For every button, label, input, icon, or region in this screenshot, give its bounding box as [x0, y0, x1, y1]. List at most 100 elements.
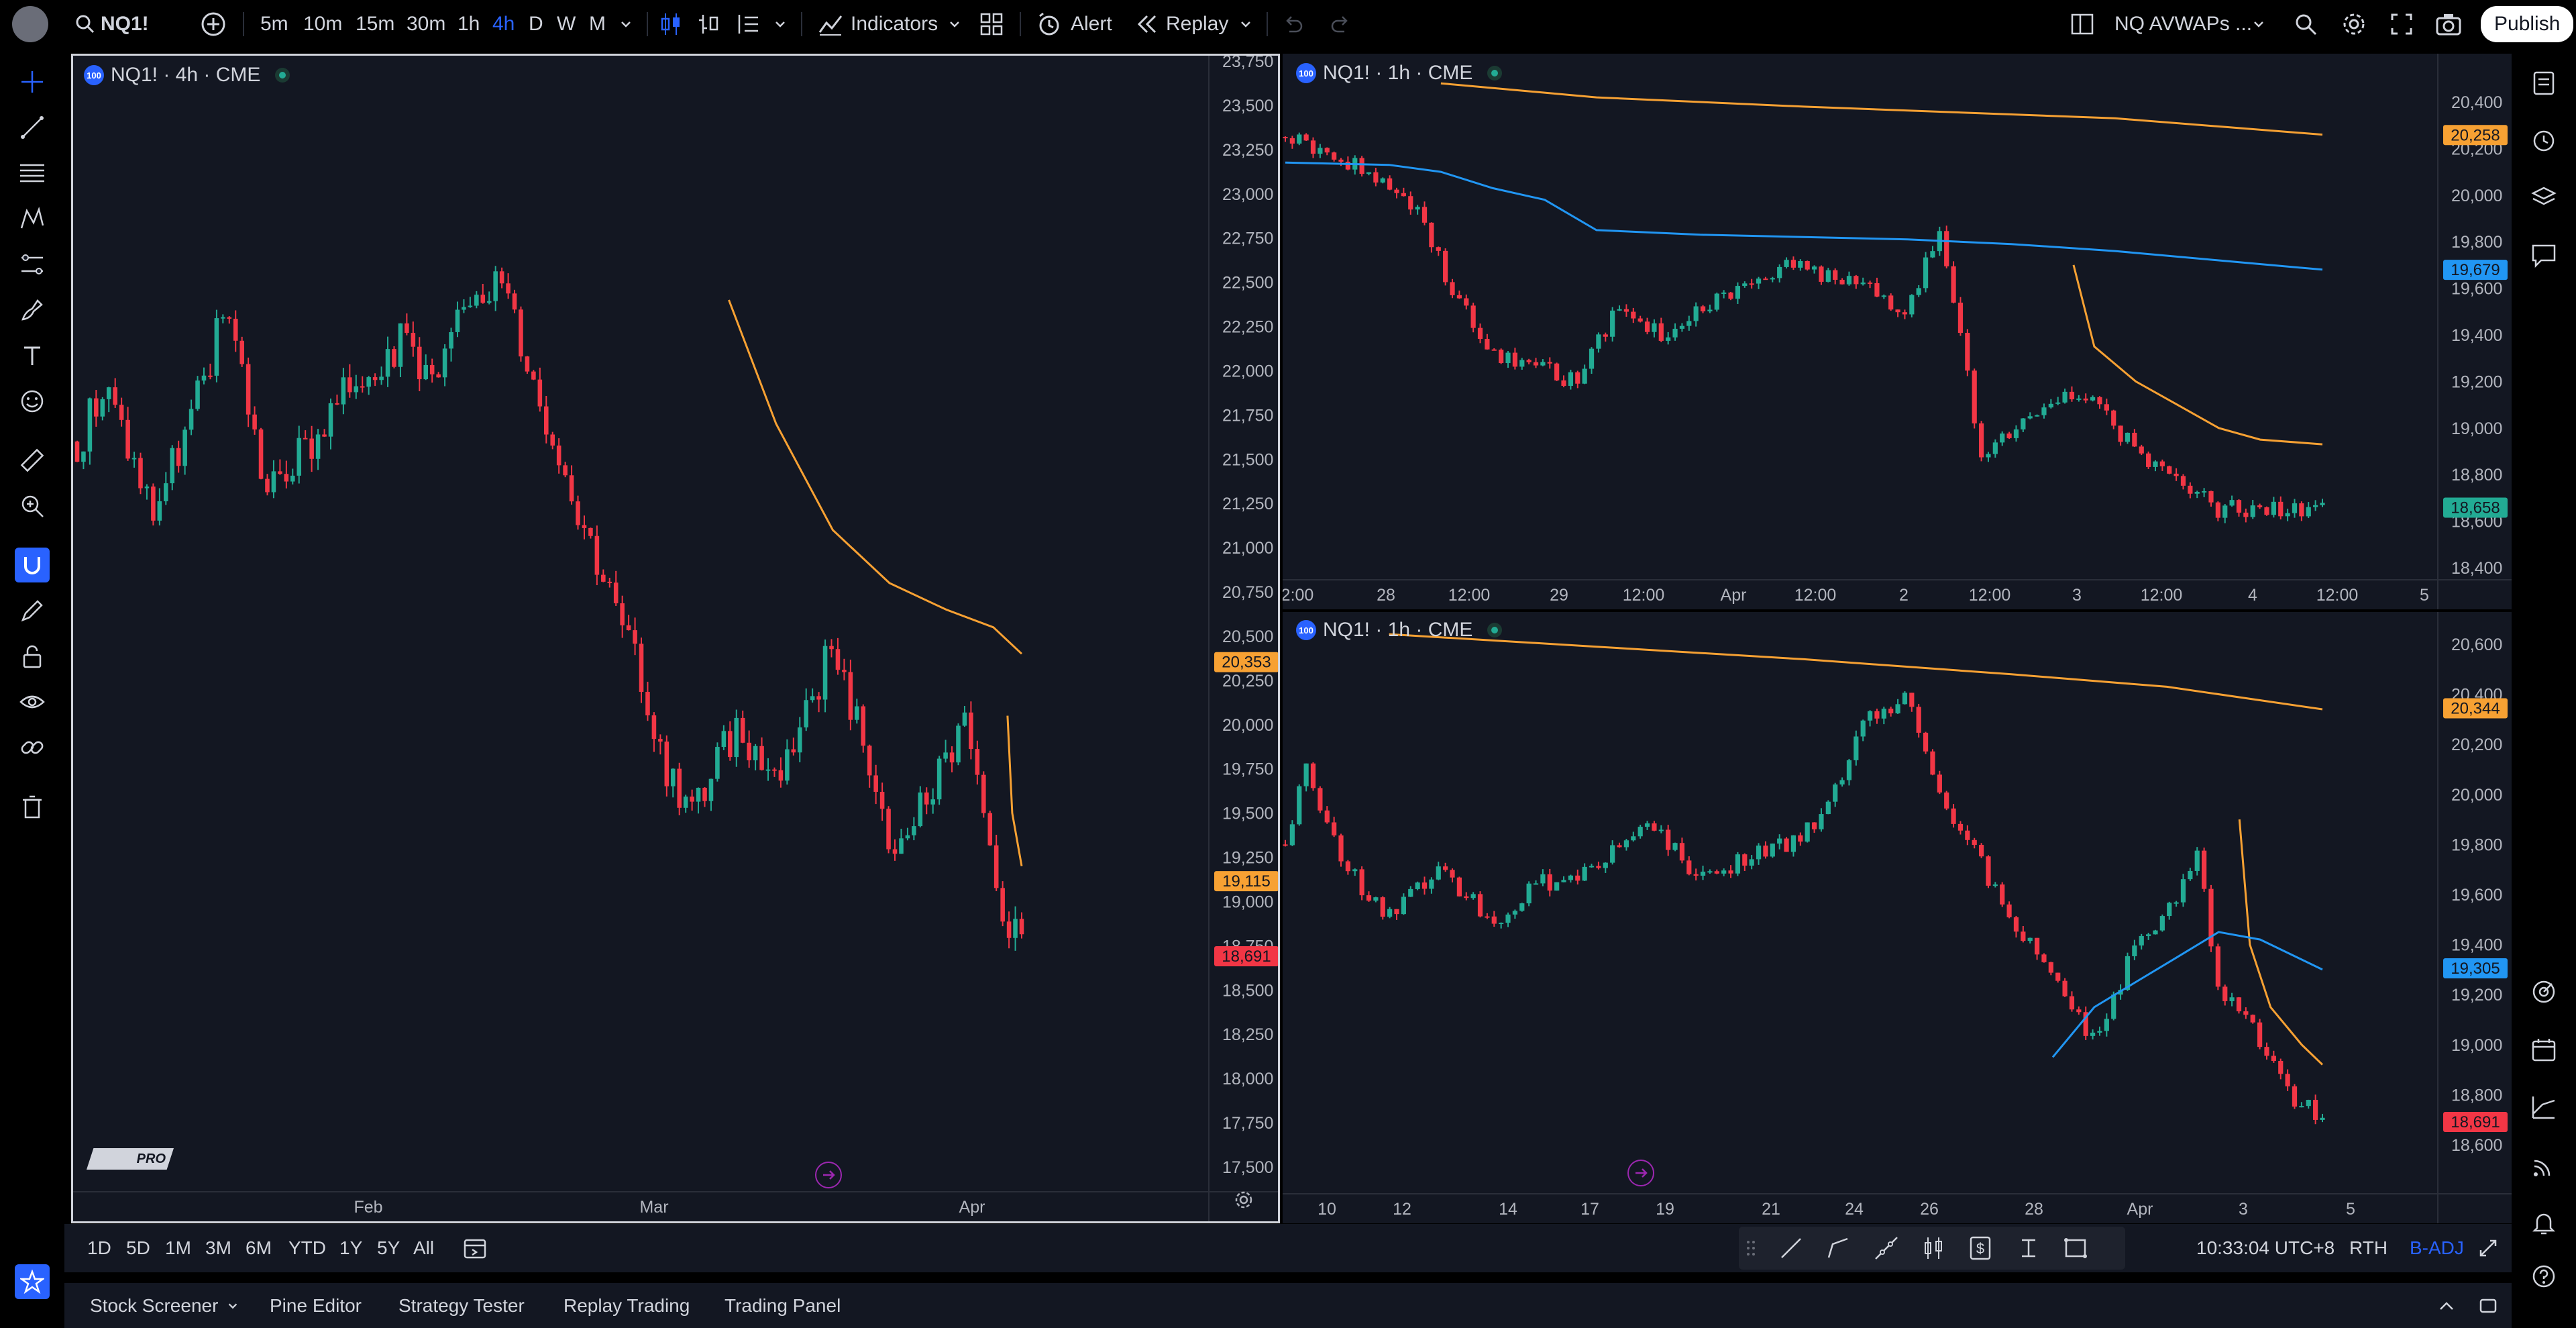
chart-pane-top-right[interactable]: 20,400 20,200 20,000 19,800 19,600 19,400 19,2…: [1283, 54, 2512, 609]
chart-settings-gear[interactable]: [1234, 1190, 1254, 1213]
indicators-dropdown[interactable]: [947, 0, 962, 48]
pattern-tool[interactable]: [15, 201, 50, 236]
forecast-tool[interactable]: [15, 247, 50, 282]
quick-text-tool[interactable]: [2015, 1224, 2042, 1272]
user-avatar[interactable]: [12, 0, 48, 48]
range-1m[interactable]: 1M: [165, 1237, 191, 1258]
interval-w[interactable]: W: [557, 13, 576, 35]
calendar-button[interactable]: [2526, 1032, 2561, 1067]
quick-price-label[interactable]: $: [1967, 1224, 1994, 1272]
range-ytd[interactable]: YTD: [288, 1237, 326, 1258]
range-all[interactable]: All: [413, 1237, 435, 1258]
adjustment-toggle[interactable]: B-ADJ: [2410, 1237, 2464, 1258]
layout-name[interactable]: NQ AVWAPs ...: [2114, 13, 2253, 35]
maximize-chart-button[interactable]: [2478, 1224, 2498, 1272]
tab-replay-trading[interactable]: Replay Trading: [564, 1294, 690, 1316]
chart-canvas-left[interactable]: 23,750 23,500 23,250 23,000 22,750 22,500 22,2…: [73, 56, 1278, 1221]
notifications-button[interactable]: [2526, 1205, 2561, 1240]
fib-tool[interactable]: [15, 156, 50, 191]
redo-button[interactable]: [1330, 0, 1352, 48]
interval-dropdown[interactable]: [619, 0, 633, 48]
drag-handle[interactable]: [1744, 1224, 1758, 1272]
alert-button[interactable]: Alert: [1036, 0, 1112, 48]
interval-m[interactable]: M: [589, 13, 606, 35]
screener-button[interactable]: [2526, 974, 2561, 1009]
chart-pane-left[interactable]: 23,750 23,500 23,250 23,000 22,750 22,500 22,2…: [71, 54, 1280, 1223]
scroll-to-realtime-button[interactable]: [1627, 1160, 1654, 1186]
ray-icon: [1827, 1237, 1848, 1258]
chart-style-button[interactable]: [734, 0, 761, 48]
interval-d[interactable]: D: [529, 13, 543, 35]
range-6m[interactable]: 6M: [246, 1237, 272, 1258]
indicators-button[interactable]: Indicators: [817, 0, 938, 48]
layout-select-button[interactable]: [2070, 0, 2094, 48]
replay-button[interactable]: Replay: [1135, 0, 1228, 48]
magnet-tool[interactable]: [15, 548, 50, 582]
hide-drawings[interactable]: [15, 684, 50, 719]
tab-trading-panel[interactable]: Trading Panel: [724, 1294, 841, 1316]
quick-ray[interactable]: [1825, 1224, 1851, 1272]
stay-in-drawing-mode[interactable]: [15, 593, 50, 628]
candles-chart-type-button[interactable]: [659, 0, 683, 48]
chart-canvas-bottom-right[interactable]: 20,60020,40020,20020,00019,80019,60019,4…: [1283, 612, 2512, 1223]
quick-rectangle[interactable]: [2062, 1224, 2089, 1272]
chart-type-dropdown[interactable]: [773, 0, 788, 48]
layout-dropdown[interactable]: [2251, 0, 2266, 48]
interval-30m[interactable]: 30m: [407, 13, 446, 35]
range-5d[interactable]: 5D: [126, 1237, 150, 1258]
bar-chart-type-button[interactable]: [696, 0, 720, 48]
interval-1h[interactable]: 1h: [458, 13, 480, 35]
tab-stock-screener[interactable]: Stock Screener: [90, 1283, 239, 1328]
quick-trendline[interactable]: [1778, 1224, 1805, 1272]
fullscreen-button[interactable]: [2390, 0, 2414, 48]
measure-tool[interactable]: [15, 443, 50, 478]
object-tree-button[interactable]: [2526, 180, 2561, 215]
alerts-button[interactable]: [2526, 122, 2561, 157]
interval-15m[interactable]: 15m: [356, 13, 395, 35]
chart-pane-bottom-right[interactable]: 20,600 20,400 20,200 20,000 19,800 19,600 19,4…: [1283, 612, 2512, 1223]
brush-tool[interactable]: [15, 293, 50, 327]
compare-symbol-button[interactable]: [200, 0, 227, 48]
emoji-tool[interactable]: [15, 384, 50, 419]
help-button[interactable]: [2526, 1259, 2561, 1294]
tab-strategy-tester[interactable]: Strategy Tester: [398, 1294, 525, 1316]
maximize-panel-button[interactable]: [2478, 1283, 2498, 1328]
zoom-tool[interactable]: [15, 489, 50, 523]
candle-body: [1902, 693, 1908, 705]
undo-button[interactable]: [1281, 0, 1304, 48]
lock-drawings[interactable]: [15, 639, 50, 674]
snapshot-button[interactable]: [2435, 0, 2462, 48]
go-to-date-button[interactable]: [463, 1224, 487, 1272]
crosshair-tool[interactable]: [15, 64, 50, 99]
range-1y[interactable]: 1Y: [339, 1237, 363, 1258]
templates-button[interactable]: [979, 0, 1004, 48]
text-tool[interactable]: [15, 338, 50, 373]
interval-10m[interactable]: 10m: [303, 13, 343, 35]
scroll-to-realtime-button[interactable]: [815, 1162, 842, 1188]
publish-button[interactable]: Publish: [2481, 0, 2574, 48]
remove-drawings[interactable]: [15, 789, 50, 824]
range-1d[interactable]: 1D: [87, 1237, 111, 1258]
quick-search-button[interactable]: [2293, 0, 2318, 48]
session-toggle[interactable]: RTH: [2349, 1237, 2388, 1258]
trendline-tool[interactable]: [15, 110, 50, 145]
interval-5m[interactable]: 5m: [260, 13, 288, 35]
quick-extended-line[interactable]: [1873, 1224, 1900, 1272]
watchlist-favorites[interactable]: [15, 1264, 50, 1299]
expand-panel-button[interactable]: [2436, 1283, 2457, 1328]
streams-button[interactable]: [2526, 1149, 2561, 1184]
grid-icon: [980, 13, 1003, 36]
interval-4h[interactable]: 4h: [492, 13, 515, 35]
range-5y[interactable]: 5Y: [377, 1237, 400, 1258]
chart-canvas-top-right[interactable]: 20,40020,20020,00019,80019,60019,40019,2…: [1283, 54, 2512, 609]
tab-pine-editor[interactable]: Pine Editor: [270, 1294, 362, 1316]
range-3m[interactable]: 3M: [205, 1237, 231, 1258]
watchlist-button[interactable]: [2526, 66, 2561, 101]
link-drawings[interactable]: [15, 730, 50, 765]
settings-button[interactable]: [2341, 0, 2367, 48]
ideas-stream-button[interactable]: [2526, 1090, 2561, 1125]
quick-candle-tool[interactable]: [1920, 1224, 1947, 1272]
symbol-search[interactable]: NQ1!: [75, 0, 149, 48]
replay-dropdown[interactable]: [1238, 0, 1253, 48]
chats-button[interactable]: [2526, 238, 2561, 272]
